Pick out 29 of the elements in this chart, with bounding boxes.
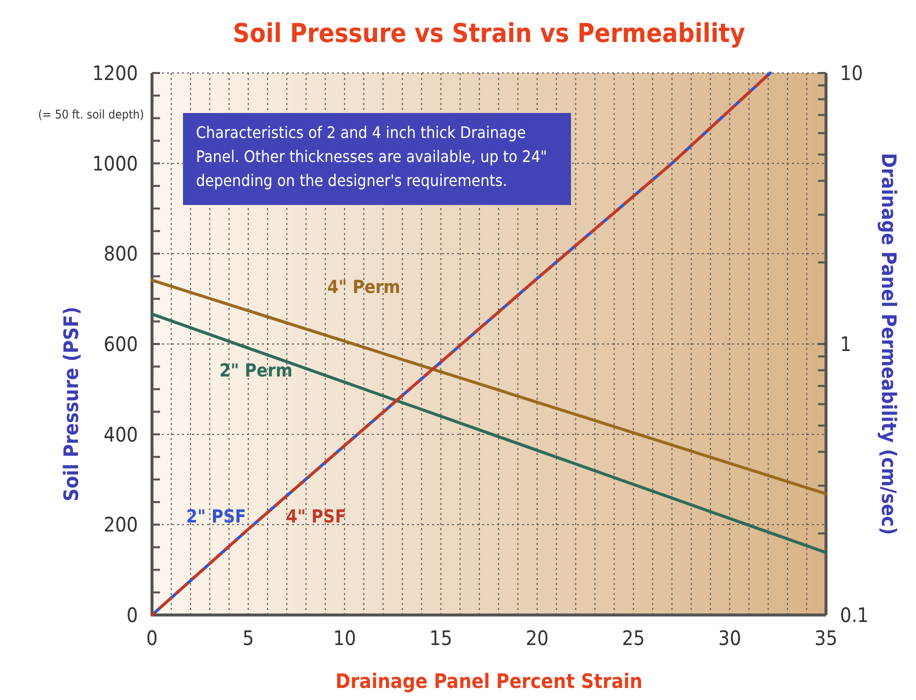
note-box: Characteristics of 2 and 4 inch thick Drainage Panel. Other thicknesses are available, up to 24" depending on the designer's requirements. <box>183 113 571 205</box>
series-label: 4" PSF <box>286 506 346 528</box>
y2-tick-label: 10 <box>840 61 863 85</box>
x-tick-label: 30 <box>718 626 742 650</box>
x-tick-label: 20 <box>526 626 549 650</box>
x-tick-label: 35 <box>814 626 838 650</box>
y2-tick-label: 1 <box>840 332 852 356</box>
y-tick-label: 1200 <box>92 61 138 85</box>
series-label: 2" PSF <box>186 506 246 528</box>
x-tick-label: 10 <box>333 626 356 650</box>
y-tick-label: 400 <box>104 422 138 446</box>
x-tick-label: 0 <box>146 626 158 650</box>
chart-title: Soil Pressure vs Strain vs Permeability <box>232 19 746 49</box>
annotation: Characteristics of 2 and 4 inch thick Drainage Panel. Other thicknesses are available, up to 24" depending on the designer's requirements. <box>196 123 547 190</box>
series-label: 2" Perm <box>219 360 292 382</box>
y2-tick-label: 0.1 <box>840 603 869 627</box>
y-tick-label: 200 <box>104 512 138 537</box>
y-tick-label: 1000 <box>92 151 138 176</box>
series-label: 4" Perm <box>327 277 400 298</box>
y-tick-label: 800 <box>104 242 138 266</box>
text: (= 50 ft. soil depth) <box>38 108 144 122</box>
x-tick-label: 25 <box>622 626 645 650</box>
y-tick-label: 0 <box>126 603 138 627</box>
x-axis-title: Drainage Panel Percent Strain <box>335 669 643 693</box>
y-axis-title: Soil Pressure (PSF) <box>59 306 83 502</box>
x-tick-label: 5 <box>242 626 254 650</box>
y-tick-label: 600 <box>104 332 138 356</box>
y2-axis-title: Drainage Panel Permeability (cm/sec) <box>877 153 901 535</box>
x-tick-label: 15 <box>429 626 452 650</box>
